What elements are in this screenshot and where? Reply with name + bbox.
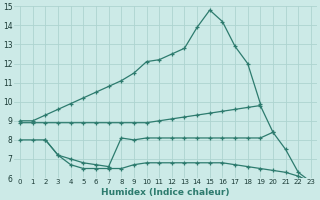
X-axis label: Humidex (Indice chaleur): Humidex (Indice chaleur) bbox=[101, 188, 230, 197]
